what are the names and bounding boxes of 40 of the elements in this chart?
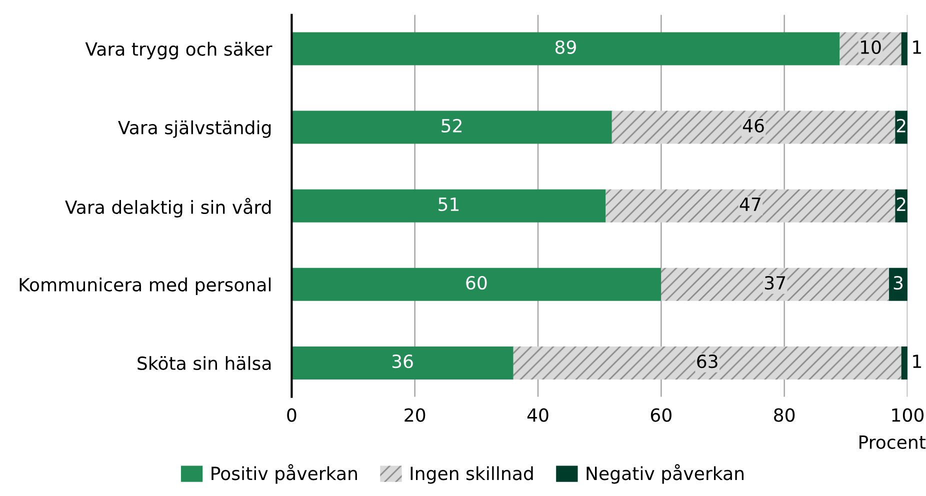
data-label: 2 [896, 197, 906, 211]
y-tick-label: Vara trygg och säker [85, 42, 272, 60]
data-label: 1 [913, 354, 921, 368]
data-label: 1 [913, 40, 921, 54]
data-label: 3 [894, 276, 903, 290]
data-label: 52 [442, 118, 462, 133]
x-tick-label: 100 [892, 408, 924, 422]
x-tick-label: 0 [287, 408, 296, 422]
data-label: 47 [740, 198, 760, 211]
bar [661, 268, 890, 301]
bar [292, 110, 612, 144]
data-label: 2 [896, 118, 906, 132]
x-tick-label: 40 [527, 408, 548, 422]
x-axis-title: Procent [860, 436, 926, 449]
bar [513, 346, 902, 380]
x-tick-label: 80 [774, 408, 795, 422]
legend-label: Positiv påverkan [212, 464, 357, 484]
data-label: 51 [438, 198, 459, 212]
bar [292, 32, 840, 66]
x-tick-label: 60 [650, 408, 672, 422]
data-label: 37 [764, 276, 786, 290]
data-label: 63 [697, 354, 718, 368]
y-tick-label: Vara självständig [118, 120, 271, 138]
data-label: 89 [555, 40, 576, 54]
legend-label: Ingen skillnad [410, 466, 533, 484]
bar [292, 189, 606, 222]
y-tick-label: Sköta sin hälsa [138, 356, 271, 370]
data-label: 10 [861, 40, 881, 54]
bar [612, 110, 896, 144]
data-label: 36 [392, 354, 413, 368]
data-label: 60 [466, 276, 487, 290]
bar [889, 268, 908, 301]
legend-label: Negativ påverkan [586, 464, 744, 484]
bar [292, 268, 662, 301]
data-label: 46 [742, 118, 764, 133]
y-tick-label: Kommunicera med personal [20, 278, 271, 296]
y-tick-label: Vara delaktig i sin vård [65, 198, 271, 218]
x-tick-label: 20 [404, 408, 426, 422]
bar [292, 346, 514, 380]
bar [606, 189, 896, 222]
